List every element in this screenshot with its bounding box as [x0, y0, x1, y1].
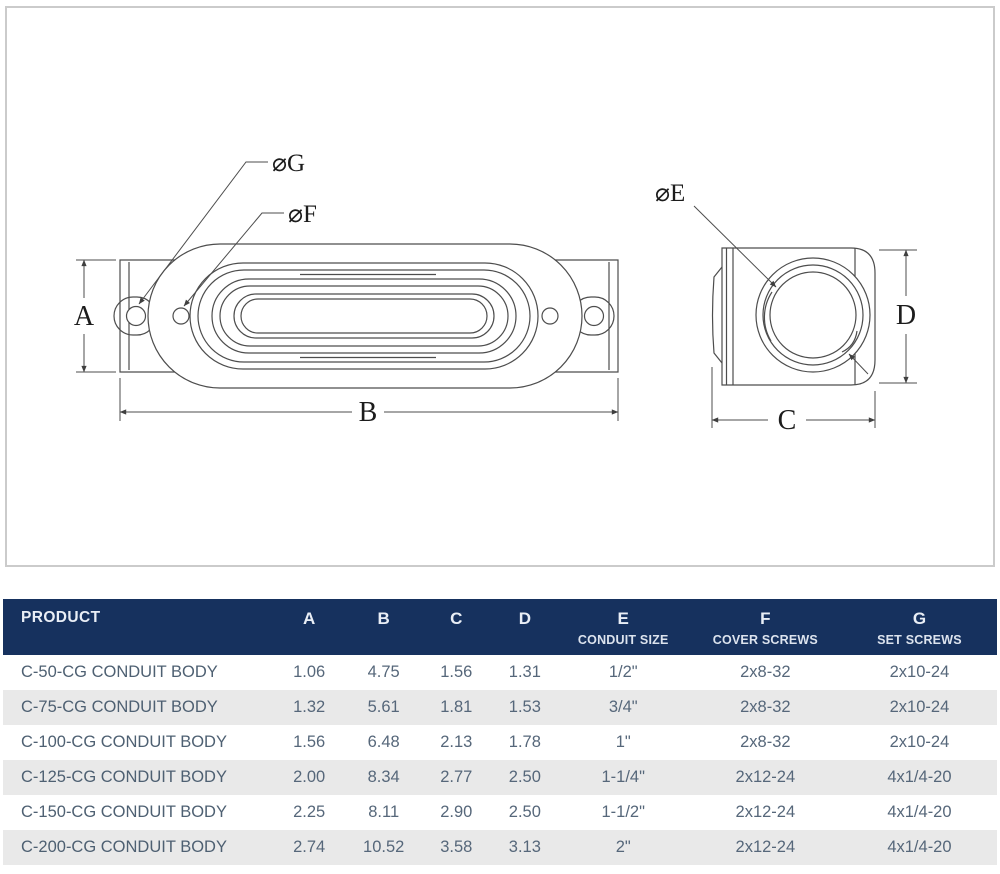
cell-d: 1.53 [492, 690, 558, 725]
technical-drawing: A B ⌀G ⌀F [74, 150, 917, 436]
dia-f-label: ⌀F [288, 201, 317, 228]
cell-a: 1.06 [271, 655, 347, 690]
leader-dia-g: ⌀G [138, 150, 305, 305]
header-product: PRODUCT [3, 599, 272, 655]
header-a: A [271, 599, 347, 655]
end-hub [711, 266, 723, 364]
header-b: B [346, 599, 421, 655]
cell-b: 8.34 [346, 760, 421, 795]
cell-g: 2x10-24 [841, 655, 997, 690]
cell-e: 2" [557, 830, 689, 865]
cell-f: 2x12-24 [688, 830, 842, 865]
cell-g: 4x1/4-20 [841, 760, 997, 795]
cell-c: 3.58 [420, 830, 493, 865]
cell-e: 1/2" [557, 655, 689, 690]
conduit-opening [755, 257, 871, 373]
cover-screw-hole-right [583, 305, 605, 327]
cell-g: 2x10-24 [841, 690, 997, 725]
header-d: D [492, 599, 558, 655]
table-header-row: PRODUCT A B C D E CONDUIT SIZE F COVER S… [3, 599, 997, 655]
cell-c: 2.77 [420, 760, 493, 795]
dimension-b: B [119, 378, 619, 428]
header-e: E CONDUIT SIZE [557, 599, 689, 655]
cell-product: C-200-CG CONDUIT BODY [3, 830, 272, 865]
cell-d: 1.31 [492, 655, 558, 690]
dimension-c-label: C [778, 405, 797, 436]
cell-product: C-100-CG CONDUIT BODY [3, 725, 272, 760]
table-row: C-150-CG CONDUIT BODY 2.25 8.11 2.90 2.5… [3, 795, 997, 830]
dimension-c: C [711, 367, 876, 436]
thread-arc-right [841, 330, 858, 353]
cell-product: C-150-CG CONDUIT BODY [3, 795, 272, 830]
leader-dia-e: ⌀E [655, 180, 869, 375]
cell-d: 2.50 [492, 760, 558, 795]
cell-e: 1" [557, 725, 689, 760]
cell-b: 8.11 [346, 795, 421, 830]
spec-table: PRODUCT A B C D E CONDUIT SIZE F COVER S… [3, 599, 997, 865]
cell-g: 2x10-24 [841, 725, 997, 760]
dia-e-label: ⌀E [655, 180, 685, 207]
cell-product: C-75-CG CONDUIT BODY [3, 690, 272, 725]
dimension-a-label: A [74, 301, 95, 332]
cell-a: 1.32 [271, 690, 347, 725]
cell-f: 2x12-24 [688, 795, 842, 830]
cell-a: 2.25 [271, 795, 347, 830]
cell-g: 4x1/4-20 [841, 830, 997, 865]
right-hub [555, 259, 619, 373]
cell-product: C-125-CG CONDUIT BODY [3, 760, 272, 795]
cell-a: 1.56 [271, 725, 347, 760]
table-row: C-125-CG CONDUIT BODY 2.00 8.34 2.77 2.5… [3, 760, 997, 795]
header-g: G SET SCREWS [841, 599, 997, 655]
table-row: C-50-CG CONDUIT BODY 1.06 4.75 1.56 1.31… [3, 655, 997, 690]
cell-f: 2x8-32 [688, 655, 842, 690]
dimension-d-label: D [896, 300, 916, 331]
cell-b: 10.52 [346, 830, 421, 865]
cell-f: 2x8-32 [688, 725, 842, 760]
cell-d: 1.78 [492, 725, 558, 760]
cell-f: 2x8-32 [688, 690, 842, 725]
cell-f: 2x12-24 [688, 760, 842, 795]
table-row: C-75-CG CONDUIT BODY 1.32 5.61 1.81 1.53… [3, 690, 997, 725]
cell-c: 1.56 [420, 655, 493, 690]
dimension-a: A [74, 259, 116, 373]
cell-b: 4.75 [346, 655, 421, 690]
dimension-b-label: B [359, 397, 378, 428]
cell-a: 2.00 [271, 760, 347, 795]
cell-product: C-50-CG CONDUIT BODY [3, 655, 272, 690]
cell-b: 6.48 [346, 725, 421, 760]
dia-g-label: ⌀G [272, 150, 305, 177]
cell-c: 1.81 [420, 690, 493, 725]
drawing-panel: A B ⌀G ⌀F [5, 6, 995, 567]
cell-g: 4x1/4-20 [841, 795, 997, 830]
table-row: C-100-CG CONDUIT BODY 1.56 6.48 2.13 1.7… [3, 725, 997, 760]
leader-dia-f: ⌀F [183, 201, 317, 307]
side-view: A B ⌀G ⌀F [74, 150, 619, 428]
cell-c: 2.90 [420, 795, 493, 830]
cell-d: 3.13 [492, 830, 558, 865]
end-view: ⌀E D C [655, 180, 917, 436]
header-f: F COVER SCREWS [688, 599, 842, 655]
cell-e: 3/4" [557, 690, 689, 725]
cell-e: 1-1/4" [557, 760, 689, 795]
cover-screw-hole-left [125, 305, 147, 327]
small-hole-right [541, 307, 559, 325]
body-outline [147, 243, 583, 389]
cell-a: 2.74 [271, 830, 347, 865]
cell-e: 1-1/2" [557, 795, 689, 830]
dimension-d: D [879, 249, 917, 384]
small-hole-left [172, 307, 190, 325]
header-c: C [420, 599, 493, 655]
cell-d: 2.50 [492, 795, 558, 830]
cover-outline [189, 262, 539, 370]
thread-arc-left [763, 291, 773, 342]
cell-c: 2.13 [420, 725, 493, 760]
table-row: C-200-CG CONDUIT BODY 2.74 10.52 3.58 3.… [3, 830, 997, 865]
cell-b: 5.61 [346, 690, 421, 725]
